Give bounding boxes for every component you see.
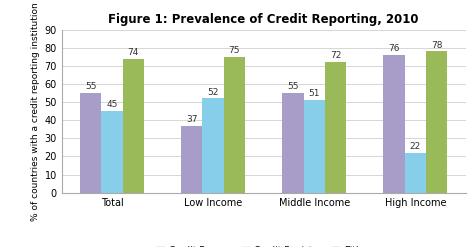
Bar — [202, 99, 224, 193]
Bar — [80, 93, 101, 193]
Bar — [426, 51, 447, 193]
Title: Figure 1: Prevalence of Credit Reporting, 2010: Figure 1: Prevalence of Credit Reporting… — [108, 13, 419, 26]
Text: 51: 51 — [308, 89, 320, 99]
Bar — [181, 126, 202, 193]
Bar — [282, 93, 304, 193]
Text: 74: 74 — [127, 48, 139, 57]
Text: 55: 55 — [287, 82, 299, 91]
Text: 45: 45 — [106, 100, 118, 109]
Text: 72: 72 — [330, 51, 341, 61]
Bar — [405, 153, 426, 193]
Legend: Credit Bureau, Credit Registry, Either: Credit Bureau, Credit Registry, Either — [152, 243, 375, 247]
Bar — [383, 55, 405, 193]
Bar — [123, 59, 144, 193]
Text: 55: 55 — [85, 82, 96, 91]
Text: 78: 78 — [431, 41, 442, 50]
Y-axis label: % of countries with a credit reporting institution: % of countries with a credit reporting i… — [31, 2, 40, 221]
Text: 52: 52 — [208, 88, 219, 97]
Bar — [224, 57, 245, 193]
Bar — [304, 100, 325, 193]
Text: 37: 37 — [186, 115, 198, 124]
Text: 22: 22 — [409, 142, 421, 151]
Bar — [325, 62, 346, 193]
Text: 75: 75 — [228, 46, 240, 55]
Text: 76: 76 — [389, 44, 400, 53]
Bar — [101, 111, 123, 193]
